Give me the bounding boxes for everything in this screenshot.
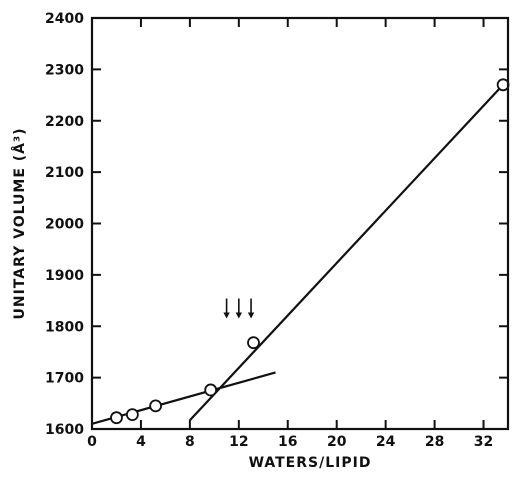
y-tick-label: 2200 [45,114,84,130]
down-arrow-1 [223,299,229,319]
x-tick-label: 20 [327,434,347,450]
y-tick-label: 1900 [45,268,84,284]
x-tick-label: 24 [376,434,396,450]
plot-frame [92,18,508,429]
y-tick-label: 2300 [45,62,84,78]
y-tick-label: 2000 [45,217,84,233]
x-axis-ticks: 0 4 8 12 16 20 24 28 32 [87,18,493,450]
down-arrow-2 [236,299,242,319]
down-arrow-3 [248,299,254,319]
y-tick-label: 2400 [45,11,84,27]
x-tick-label: 28 [425,434,444,450]
y-axis-label: UNITARY VOLUME (Å³) [11,127,28,319]
x-tick-label: 16 [278,434,297,450]
x-tick-label: 12 [229,434,248,450]
y-tick-label: 1700 [45,371,84,387]
data-point-4 [205,384,216,395]
axes [92,18,508,429]
x-tick-label: 32 [474,434,493,450]
fit-line-2 [190,85,503,420]
x-tick-label: 0 [87,434,97,450]
fit-lines [92,85,503,424]
y-axis-ticks: 1600 1700 1800 1900 2000 2100 2200 2300 2400 [45,11,508,438]
y-tick-label: 1800 [45,319,84,335]
data-points [111,79,509,423]
y-tick-label: 1600 [45,422,84,438]
data-point-2 [127,409,138,420]
transition-arrows [223,299,254,319]
x-axis-label: WATERS/LIPID [249,455,372,471]
data-point-3 [150,400,161,411]
data-point-5 [248,337,259,348]
y-tick-label: 2100 [45,165,84,181]
x-tick-label: 4 [136,434,146,450]
data-point-1 [111,412,122,423]
x-tick-label: 8 [185,434,195,450]
